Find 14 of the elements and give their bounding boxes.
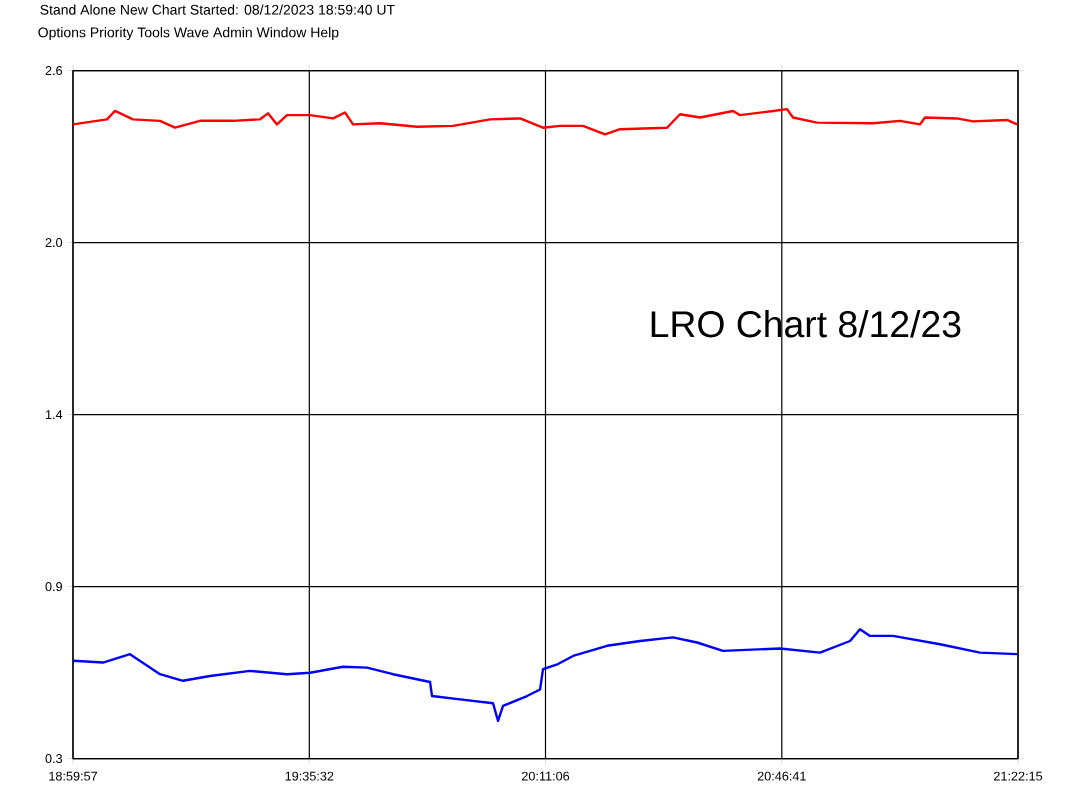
y-tick-label: 1.4 — [45, 410, 63, 420]
x-tick-label: 20:46:41 — [757, 771, 806, 781]
y-tick-label: 0.3 — [45, 754, 63, 764]
x-tick-label: 20:11:06 — [521, 771, 570, 781]
x-tick-label: 21:22:15 — [993, 771, 1043, 781]
y-tick-label: 2.6 — [45, 66, 63, 76]
x-tick-label: 19:35:32 — [285, 771, 334, 781]
y-tick-label: 0.9 — [45, 582, 62, 592]
chart-subtitle: Options Priority Tools Wave Admin Window Help — [38, 27, 339, 41]
line-series — [73, 108, 1018, 136]
chart-title: Stand Alone New Chart Started: 08/12/2023 18:59:40 UT — [40, 4, 395, 15]
line-series — [73, 628, 1018, 723]
y-tick-label: 2.0 — [45, 238, 63, 248]
x-tick-label: 18:59:57 — [49, 771, 98, 781]
